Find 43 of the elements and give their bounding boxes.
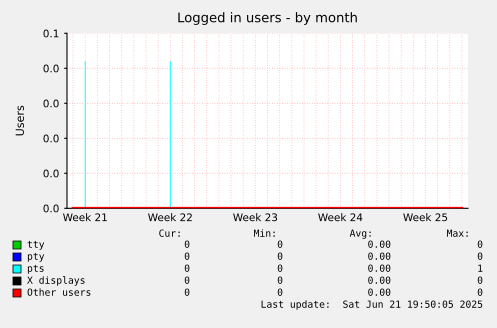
y-axis-title: Users (16, 106, 24, 136)
legend-label: pty (28, 252, 44, 262)
text: 0 (278, 240, 282, 248)
text: 0 (278, 276, 282, 284)
legend-label: X displays (27, 276, 85, 286)
x-tick-label: Week 25 (403, 213, 448, 222)
text: 0 (278, 288, 282, 296)
text: 0 (184, 264, 190, 272)
text: 0.00 (368, 288, 390, 296)
y-tick-label: 0.0 (43, 100, 59, 108)
legend-label: pts (28, 264, 44, 274)
text: 0 (184, 240, 190, 248)
legend-label: Other users (28, 288, 90, 296)
text: 0.00 (368, 276, 390, 284)
x-tick-label: Week 22 (148, 213, 192, 222)
text: 0 (478, 240, 482, 248)
text: 0.00 (368, 240, 390, 248)
y-tick-label: 0.0 (43, 134, 59, 142)
legend-label: tty (28, 240, 44, 250)
text: Last update: Sat Jun 21 19:50:05 2025 (262, 300, 482, 310)
x-tick-label: Week 23 (233, 213, 278, 222)
y-tick-label: 0.0 (43, 170, 59, 178)
text: 1 (478, 264, 482, 272)
text: 0 (478, 288, 482, 296)
text: 0.00 (368, 264, 390, 272)
text: Cur: (159, 229, 180, 237)
x-tick-label: Week 21 (63, 213, 107, 222)
text: 0 (478, 276, 482, 284)
text: Min: (254, 229, 275, 237)
x-tick-label: Week 24 (318, 213, 362, 222)
text: 0 (184, 276, 190, 284)
text: 0 (278, 252, 282, 260)
y-tick-label: 0.0 (43, 204, 59, 212)
text: 0 (278, 264, 282, 272)
text: 0 (184, 288, 190, 296)
y-tick-label: 0.0 (43, 64, 59, 72)
text: 0 (184, 252, 190, 260)
text: 0 (478, 252, 482, 260)
y-tick-label: 0.1 (43, 30, 58, 38)
text: Avg: (350, 230, 371, 239)
text: 0.00 (368, 252, 390, 260)
chart-title: Logged in users - by month (178, 12, 357, 25)
text: Max: (446, 230, 468, 237)
